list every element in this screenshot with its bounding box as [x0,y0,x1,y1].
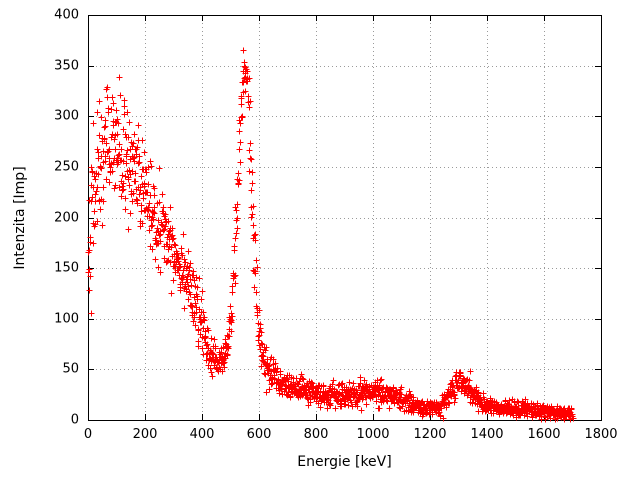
y-tick-label: 150 [54,260,79,276]
y-axis-label: Intenzita [Imp] [12,165,28,270]
y-tick-label: 400 [54,7,79,23]
x-tick-label: 400 [189,427,215,442]
x-tick-label: 600 [246,427,272,442]
x-axis-label: Energie [keV] [297,454,392,470]
x-tick-label: 1000 [356,427,390,442]
y-tick-label: 300 [54,108,79,124]
x-tick-label: 1400 [470,427,504,442]
y-tick-label: 350 [54,58,79,74]
y-tick-label: 100 [54,311,79,327]
y-tick-label: 50 [62,361,79,377]
x-tick-label: 1800 [584,427,618,442]
x-tick-label: 0 [83,427,93,442]
x-tick-label: 1600 [527,427,561,442]
y-tick-label: 200 [54,210,79,225]
x-tick-label: 800 [303,427,329,442]
x-tick-label: 200 [132,427,158,442]
x-tick-label: 1200 [413,427,447,442]
y-tick-label: 0 [70,412,79,428]
y-tick-label: 250 [54,159,79,175]
